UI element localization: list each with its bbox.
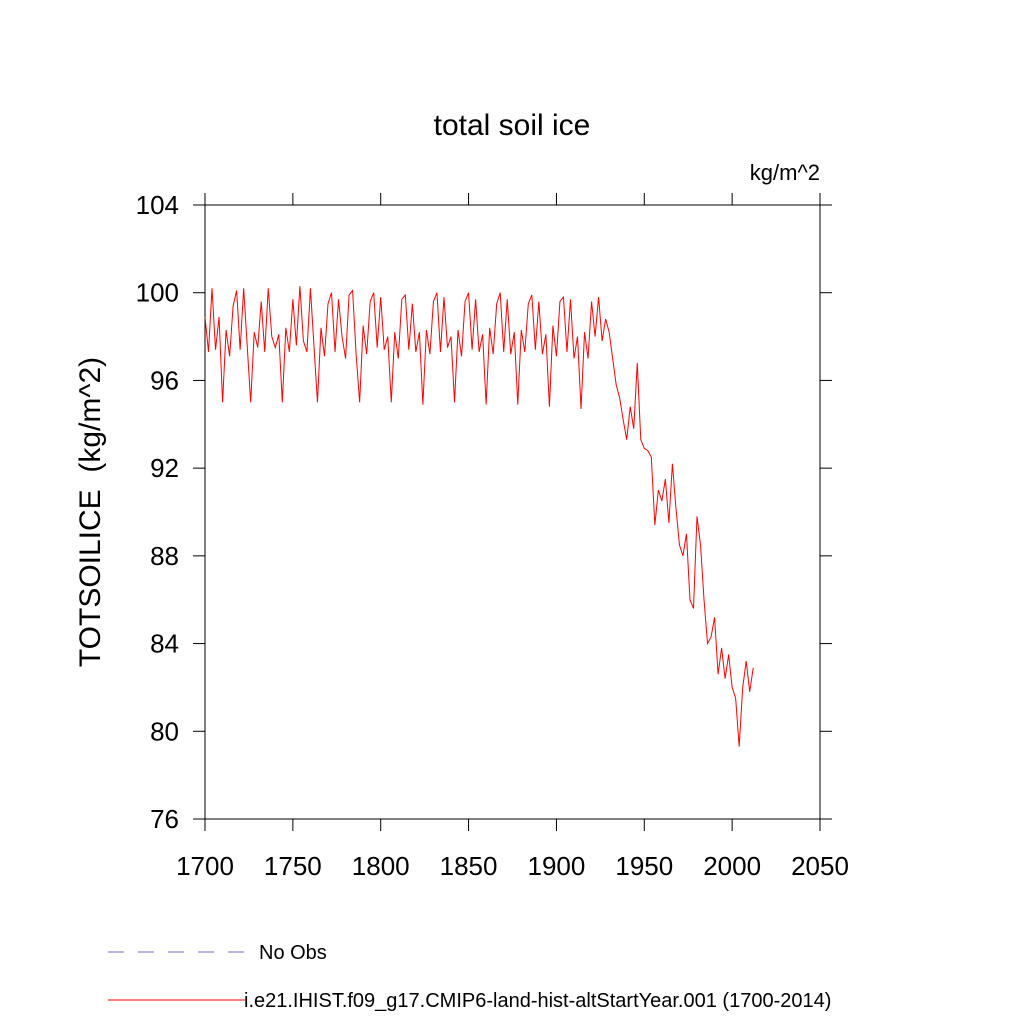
- y-tick-label: 104: [136, 190, 179, 220]
- x-tick-label: 1900: [528, 851, 586, 881]
- y-tick-label: 92: [150, 453, 179, 483]
- x-tick-label: 1950: [615, 851, 673, 881]
- plot-frame: [204, 204, 821, 820]
- x-tick-label: 1750: [264, 851, 322, 881]
- y-tick-label: 88: [150, 541, 179, 571]
- y-tick-label: 80: [150, 716, 179, 746]
- chart-title: total soil ice: [434, 109, 591, 142]
- y-axis-label: TOTSOILICE (kg/m^2): [74, 357, 107, 667]
- y-tick-label: 100: [136, 278, 179, 308]
- units-label: kg/m^2: [750, 160, 820, 185]
- y-tick-label: 76: [150, 804, 179, 834]
- data-line: [204, 286, 754, 747]
- legend-label: No Obs: [259, 942, 327, 964]
- x-tick-label: 1850: [440, 851, 498, 881]
- x-tick-label: 2000: [703, 851, 761, 881]
- x-tick-label: 1800: [352, 851, 410, 881]
- x-tick-label: 2050: [791, 851, 849, 881]
- y-tick-label: 96: [150, 365, 179, 395]
- y-tick-label: 84: [150, 629, 179, 659]
- legend-label: i.e21.IHIST.f09_g17.CMIP6-land-hist-altS…: [244, 990, 831, 1012]
- x-tick-label: 1700: [176, 851, 234, 881]
